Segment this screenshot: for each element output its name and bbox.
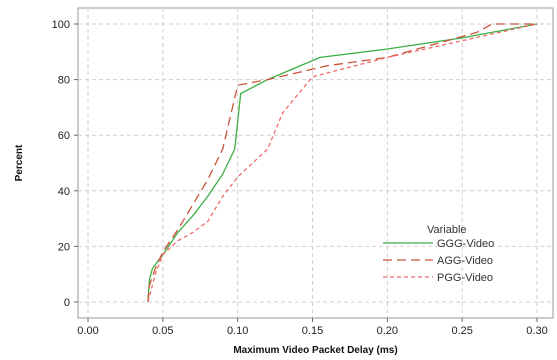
x-tick-label: 0.20	[377, 325, 398, 337]
y-axis-label: Percent	[14, 144, 25, 181]
grid	[78, 8, 553, 318]
series-line-ggg-video	[147, 23, 538, 303]
tick-labels: 0.00 0.05 0.10 0.15 0.20 0.25 0.30 0 20 40 60 80 100	[52, 19, 548, 337]
x-tick-label: 0.10	[227, 325, 248, 337]
series-line-pgg-video	[147, 23, 538, 303]
legend-title: Variable	[427, 224, 467, 236]
y-tick-label: 40	[58, 186, 70, 198]
y-tick-label: 100	[52, 19, 70, 31]
x-tick-label: 0.25	[451, 325, 472, 337]
x-tick-label: 0.30	[526, 325, 547, 337]
series-line-agg-video	[147, 23, 537, 303]
x-axis-label: Maximum Video Packet Delay (ms)	[233, 345, 397, 356]
legend-item-label: PGG-Video	[437, 272, 493, 284]
x-tick-label: 0.05	[152, 325, 173, 337]
y-tick-label: 60	[58, 130, 70, 142]
x-tick-label: 0.15	[302, 325, 323, 337]
y-tick-label: 0	[64, 297, 70, 309]
legend-item-label: AGG-Video	[437, 255, 493, 267]
legend-item-label: GGG-Video	[437, 238, 494, 250]
legend: Variable GGG-Video AGG-Video PGG-Video	[383, 224, 494, 284]
y-tick-label: 20	[58, 241, 70, 253]
x-tick-label: 0.00	[77, 325, 98, 337]
series-layer	[147, 23, 538, 303]
y-tick-label: 80	[58, 75, 70, 87]
